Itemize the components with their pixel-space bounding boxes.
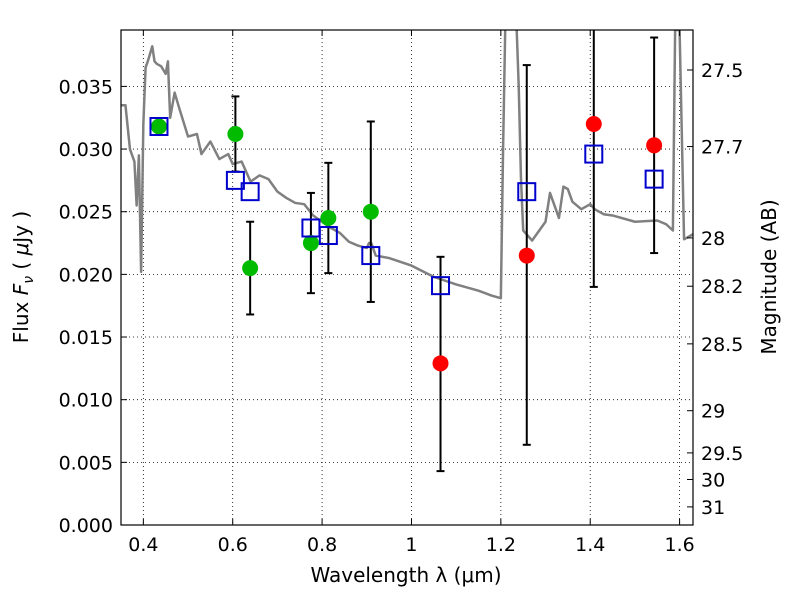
data-point [362,203,379,220]
y-axis-title-subscript: ν [21,276,37,284]
y-tick-label: 0.035 [59,76,113,98]
data-point [432,355,449,372]
x-tick-label: 1.4 [575,534,605,556]
model-point [517,182,537,202]
model-point [225,170,245,190]
right-tick-label: 29.5 [701,443,743,465]
plot-area [121,30,693,473]
right-tick-label: 29 [701,401,725,423]
y-axis-title-open: ( [9,255,33,276]
y-tick-label: 0.005 [59,452,113,474]
model-point [644,169,664,189]
x-tick-label: 1.2 [486,534,516,556]
right-tick-label: 27.5 [701,60,743,82]
right-tick-label: 31 [701,497,725,519]
grid [121,30,693,526]
y-tick-label: 0.020 [59,264,113,286]
plot-frame [120,29,694,526]
y-tick-label: 0.025 [59,202,113,224]
right-tick-label: 27.7 [701,137,743,159]
right-axis-title: Magnitude (AB) [757,199,781,354]
y-axis-title-unit: Jy ) [9,211,33,245]
x-tick-label: 0.8 [307,534,337,556]
model-point [318,226,338,246]
right-tick-label: 30 [701,470,725,492]
data-point [150,118,167,135]
y-tick-label: 0.030 [59,139,113,161]
y-axis-title-flux: Flux [9,295,33,343]
data-point [320,209,337,226]
y-tick-label: 0.000 [59,515,113,537]
right-tick-label: 28.2 [701,276,743,298]
data-point [227,126,244,143]
data-point [242,260,259,277]
model-point [240,182,260,202]
model-spectrum-line [121,30,693,300]
model-point [361,246,381,266]
data-point [585,115,602,132]
y-axis-title-mu: μ [9,243,33,257]
y-axis-title: Flux Fν ( μJy ) [9,211,37,343]
tick-marks [121,30,693,526]
x-tick-label: 1 [405,534,417,556]
data-point [646,137,663,154]
right-tick-label: 28.5 [701,334,743,356]
tick-labels: 0.4 0.6 0.8 1 1.2 1.4 1.6 0.000 0.005 0.010 0.015 0… [59,60,744,556]
model-point [431,276,451,296]
x-tick-label: 0.4 [128,534,158,556]
x-tick-label: 1.6 [664,534,694,556]
data-point [302,235,319,252]
y-axis-title-symbol: F [9,283,33,295]
y-tick-label: 0.010 [59,390,113,412]
y-tick-label: 0.015 [59,327,113,349]
x-tick-label: 0.6 [218,534,248,556]
model-point [149,116,169,136]
x-axis-title: Wavelength λ (μm) [310,563,501,587]
model-point [584,144,604,164]
data-point [518,247,535,264]
right-tick-label: 28 [701,228,725,250]
